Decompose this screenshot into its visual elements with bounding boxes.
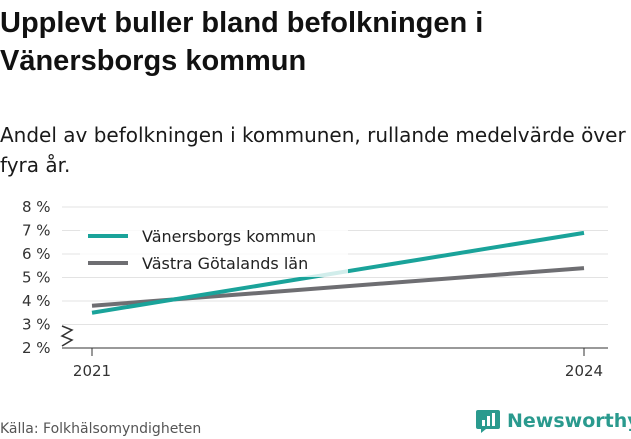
chart-subtitle: Andel av befolkningen i kommunen, rullan… — [0, 123, 626, 177]
y-tick-label: 8 % — [22, 198, 51, 216]
brand-logo: Newsworthy — [475, 408, 631, 434]
axis-break-icon — [60, 325, 74, 347]
bar-chart-icon — [476, 410, 500, 433]
legend: Vänersborgs kommun Västra Götalands län — [80, 219, 348, 277]
line-chart: 2 % 3 % 4 % 5 % 6 % 7 % 8 % 2021 2024 Vänersbor… — [22, 198, 608, 380]
y-tick-label: 5 % — [22, 269, 51, 287]
y-tick-label: 7 % — [22, 222, 51, 240]
source-note: Källa: Folkhälsomyndigheten — [0, 421, 202, 437]
brand-name: Newsworthy — [507, 410, 631, 432]
y-tick-label: 4 % — [22, 292, 51, 310]
chart-title: Upplevt buller bland befolkningen i Väne… — [0, 7, 484, 77]
x-tick-label: 2021 — [73, 362, 111, 380]
y-axis-ticks: 2 % 3 % 4 % 5 % 6 % 7 % 8 % — [22, 198, 51, 357]
y-tick-label: 2 % — [22, 339, 51, 357]
y-tick-label: 6 % — [22, 245, 51, 263]
x-tick-label: 2024 — [565, 362, 603, 380]
y-tick-label: 3 % — [22, 316, 51, 334]
x-axis-ticks: 2021 2024 — [73, 348, 603, 380]
legend-label: Västra Götalands län — [142, 254, 308, 273]
legend-label: Vänersborgs kommun — [142, 227, 316, 246]
